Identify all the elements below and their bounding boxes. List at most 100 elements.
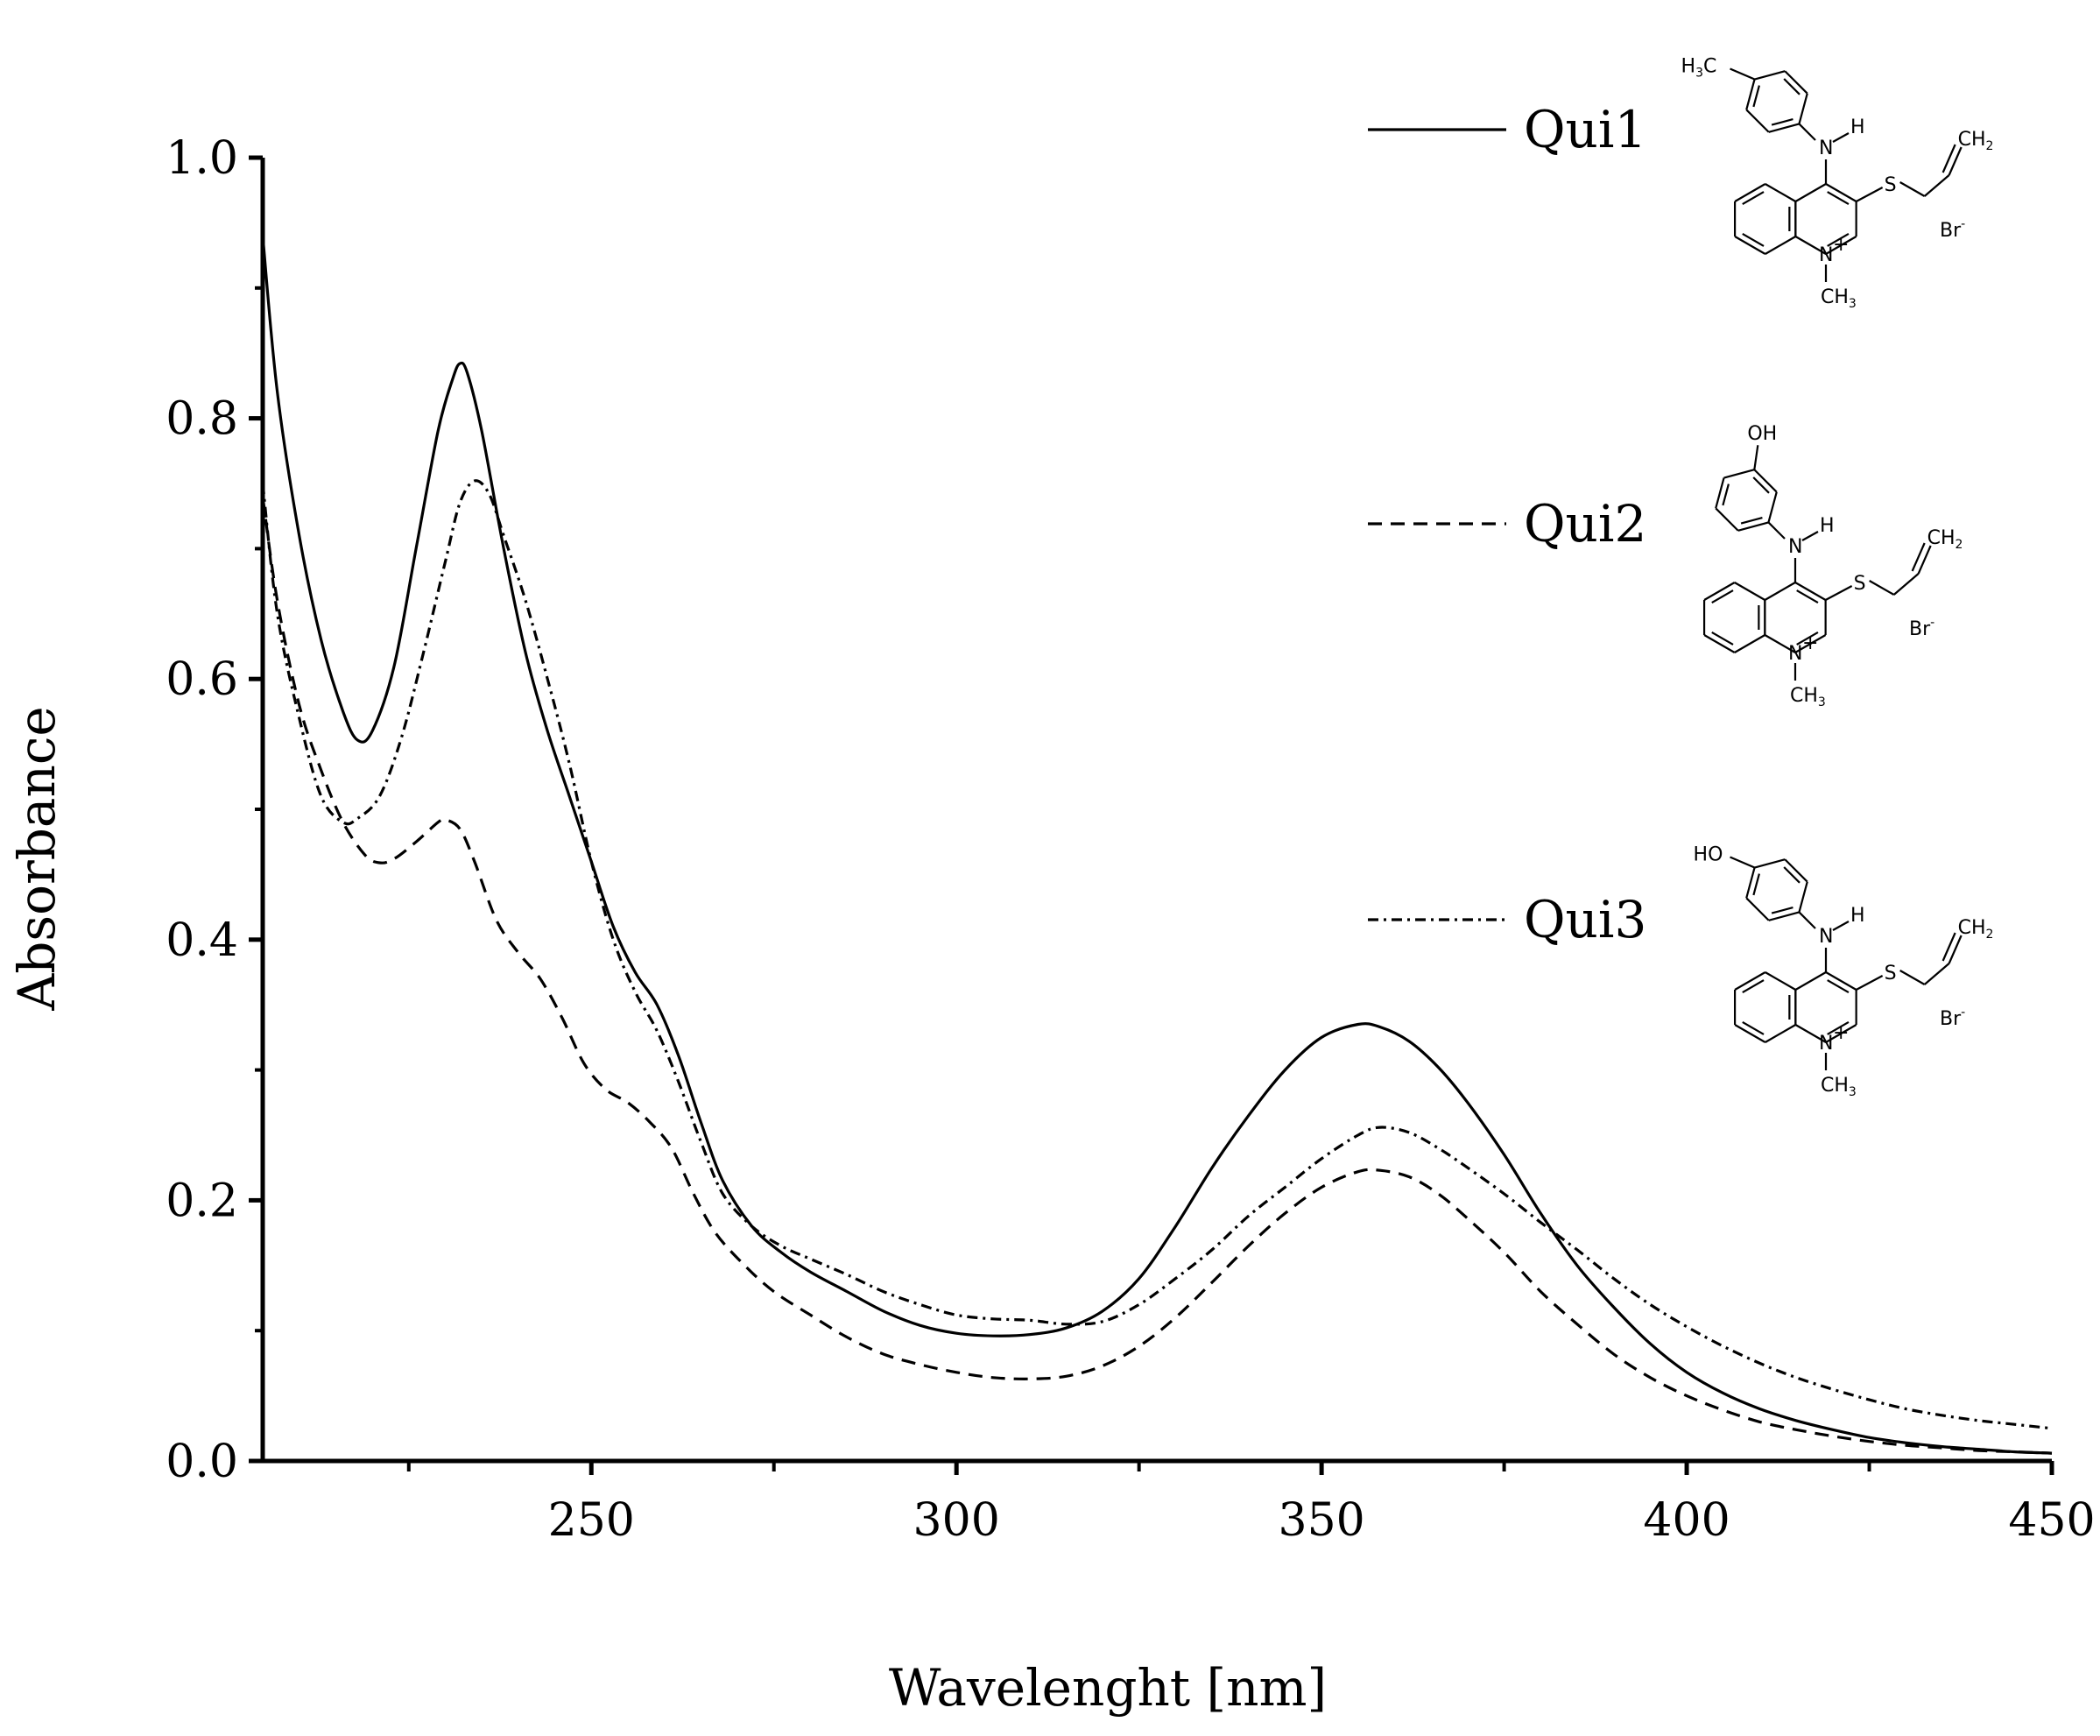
substituent-label: H3C xyxy=(1681,56,1717,81)
substituent-label: HO xyxy=(1694,844,1723,866)
n-h-bond xyxy=(1832,921,1850,931)
allyl-bond xyxy=(1869,580,1895,596)
double-bond xyxy=(1827,232,1850,247)
c3-s-bond xyxy=(1856,975,1884,991)
double-bond xyxy=(1796,631,1819,646)
allyl-bond xyxy=(1923,174,1950,197)
phenyl-bond xyxy=(1753,469,1778,493)
quinoline-bond xyxy=(1825,971,1857,991)
quinoline-bond xyxy=(1734,1024,1766,1043)
quinoline-bond xyxy=(1734,236,1766,255)
series-layer xyxy=(261,236,2053,1455)
x-tick-label: 400 xyxy=(1643,1494,1730,1547)
quinoline-bond xyxy=(1794,971,1827,991)
quinoline-bond xyxy=(1825,1024,1857,1043)
n-charge: + xyxy=(1833,1022,1849,1044)
amine-h: H xyxy=(1850,116,1865,138)
phenyl-bond xyxy=(1754,70,1786,81)
double-bond xyxy=(1796,589,1819,604)
quinoline-bond xyxy=(1794,582,1827,601)
s-label: S xyxy=(1885,174,1897,196)
quinoline-bond xyxy=(1764,634,1796,653)
legend-label-qui2: Qui2 xyxy=(1524,494,1646,554)
double-bond xyxy=(1742,191,1765,206)
legend-label-qui3: Qui3 xyxy=(1524,890,1646,949)
allyl-bond xyxy=(1892,573,1920,596)
quinoline-bond xyxy=(1825,183,1857,202)
axes-layer: 0.0 0.2 0.4 0.6 0.8 1.0 250 300 350 400 450 xyxy=(166,132,2095,1547)
quinoline-bond xyxy=(1794,183,1827,202)
phenyl-bond xyxy=(1745,897,1770,921)
quinoline-bond xyxy=(1703,582,1736,601)
phenyl-n-bond xyxy=(1767,521,1786,540)
series-line-qui3 xyxy=(261,479,2053,1430)
allyl-double-bond xyxy=(1948,146,1963,176)
amine-h: H xyxy=(1820,515,1835,537)
amine-n: N xyxy=(1819,926,1833,948)
phenyl-bond xyxy=(1745,867,1756,899)
ch2-label: CH2 xyxy=(1958,917,1994,942)
phenyl-bond xyxy=(1745,109,1770,133)
quinoline-bond xyxy=(1765,183,1796,202)
phenyl-bond xyxy=(1768,911,1800,921)
y-tick-label: 0.6 xyxy=(166,653,238,706)
n-methyl-label: CH3 xyxy=(1821,1075,1857,1099)
double-bond xyxy=(1711,589,1734,604)
allyl-bond xyxy=(1899,181,1926,197)
phenyl-bond xyxy=(1784,70,1808,95)
x-tick-label: 350 xyxy=(1278,1494,1364,1547)
allyl-bond xyxy=(1899,970,1926,985)
phenyl-bond xyxy=(1798,93,1808,124)
x-tick-label: 250 xyxy=(548,1494,635,1547)
double-bond xyxy=(1711,631,1734,646)
substituent-bond xyxy=(1730,856,1755,869)
allyl-double-bond xyxy=(1948,935,1963,964)
phenyl-bond xyxy=(1784,858,1808,883)
double-bond xyxy=(1771,118,1793,126)
quinoline-bond xyxy=(1703,634,1736,653)
x-tick-label: 450 xyxy=(2008,1494,2095,1547)
n-methyl-label: CH3 xyxy=(1790,685,1826,709)
double-bond xyxy=(1752,85,1760,108)
series-line-qui2 xyxy=(261,496,2053,1455)
y-axis-title: Absorbance xyxy=(7,706,67,1011)
y-tick-label: 0.8 xyxy=(166,393,238,446)
substituent-label: OH xyxy=(1747,423,1777,445)
allyl-bond xyxy=(1923,963,1950,985)
y-tick-label: 0.4 xyxy=(166,914,238,967)
amine-n: N xyxy=(1788,536,1802,558)
y-tick-label: 1.0 xyxy=(166,132,238,185)
amine-n: N xyxy=(1819,138,1833,159)
phenyl-n-bond xyxy=(1798,911,1816,929)
double-bond xyxy=(1722,483,1730,506)
double-bond xyxy=(1783,866,1801,884)
phenyl-bond xyxy=(1798,881,1808,913)
legend-label-qui1: Qui1 xyxy=(1524,100,1646,159)
allyl-double-bond xyxy=(1911,542,1926,572)
phenyl-bond xyxy=(1754,858,1786,869)
quinoline-bond xyxy=(1734,183,1766,202)
s-label: S xyxy=(1885,963,1897,984)
phenyl-n-bond xyxy=(1798,123,1816,141)
phenyl-bond xyxy=(1767,491,1778,523)
double-bond xyxy=(1740,517,1763,525)
quinoline-bond xyxy=(1765,971,1796,991)
quinoline-bond xyxy=(1734,971,1766,991)
quinoline-bond xyxy=(1765,1024,1796,1043)
y-tick-label: 0.0 xyxy=(166,1436,238,1488)
quinoline-bond xyxy=(1734,582,1765,601)
amine-h: H xyxy=(1850,905,1865,927)
quinoline-bond xyxy=(1794,634,1827,653)
allyl-double-bond xyxy=(1917,545,1932,575)
n-charge: + xyxy=(1833,234,1849,256)
double-bond xyxy=(1783,78,1801,95)
n-h-bond xyxy=(1832,132,1850,143)
n-methyl-label: CH3 xyxy=(1821,286,1857,311)
c3-s-bond xyxy=(1856,187,1884,202)
quinoline-n: N xyxy=(1788,643,1802,665)
double-bond xyxy=(1742,232,1765,247)
